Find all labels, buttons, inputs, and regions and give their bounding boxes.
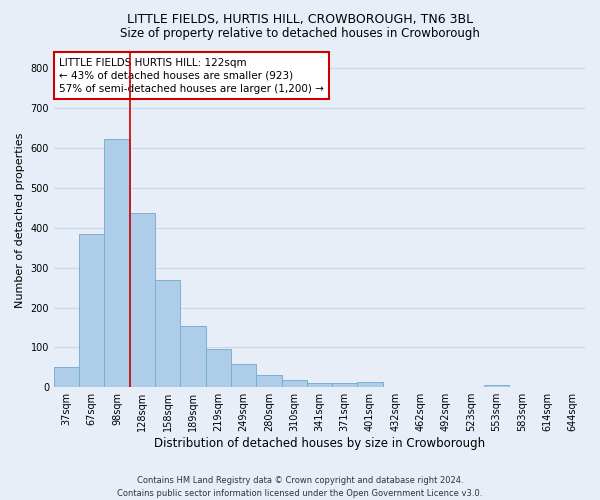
Bar [79,234,104,387]
Bar [484,385,509,387]
Bar [130,212,155,387]
Bar [358,382,383,387]
Text: LITTLE FIELDS, HURTIS HILL, CROWBOROUGH, TN6 3BL: LITTLE FIELDS, HURTIS HILL, CROWBOROUGH,… [127,12,473,26]
Text: Contains HM Land Registry data © Crown copyright and database right 2024.
Contai: Contains HM Land Registry data © Crown c… [118,476,482,498]
Y-axis label: Number of detached properties: Number of detached properties [15,132,25,308]
Bar [181,326,206,387]
Bar [155,280,181,387]
Bar [206,350,231,387]
Bar [54,368,79,387]
Bar [307,383,332,387]
Bar [256,376,281,387]
Bar [104,139,130,387]
Text: LITTLE FIELDS HURTIS HILL: 122sqm
← 43% of detached houses are smaller (923)
57%: LITTLE FIELDS HURTIS HILL: 122sqm ← 43% … [59,58,324,94]
Bar [332,383,358,387]
Bar [231,364,256,387]
Text: Size of property relative to detached houses in Crowborough: Size of property relative to detached ho… [120,28,480,40]
X-axis label: Distribution of detached houses by size in Crowborough: Distribution of detached houses by size … [154,437,485,450]
Bar [281,380,307,387]
